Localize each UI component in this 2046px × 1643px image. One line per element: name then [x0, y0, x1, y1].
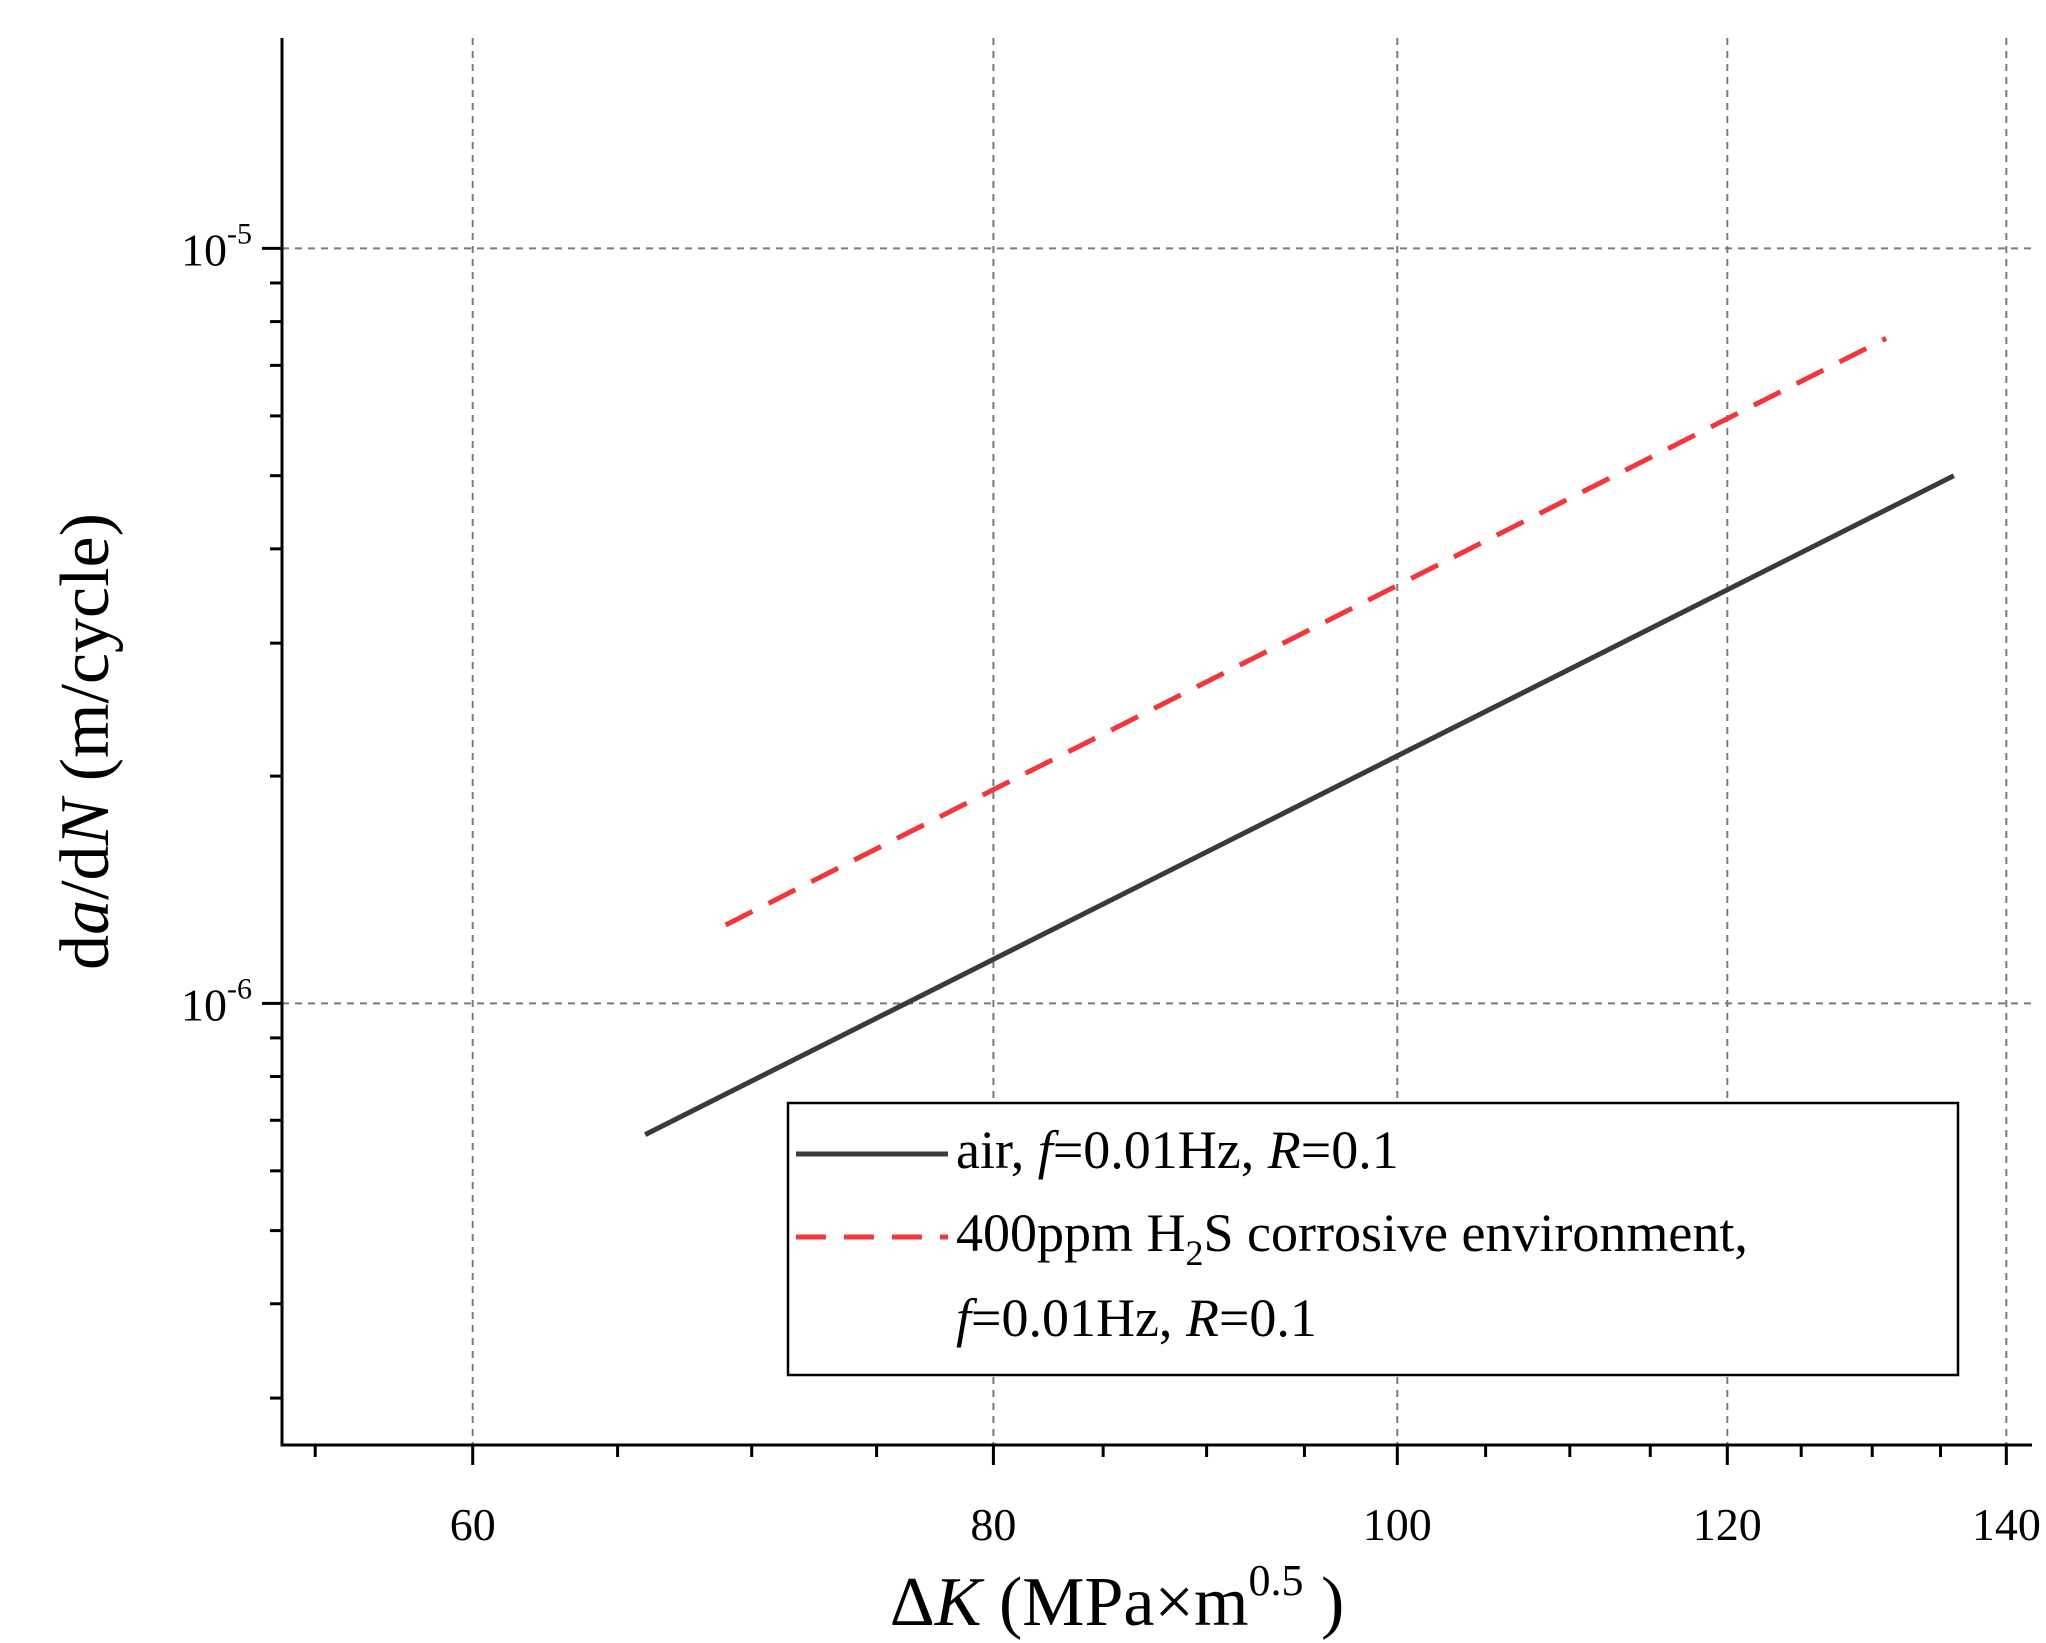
grid-lines [282, 38, 2032, 1445]
legend-label-1: air, f=0.01Hz, R=0.1 [956, 1120, 1399, 1180]
axes [280, 38, 2032, 1447]
legend-label-2: 400ppm H2S corrosive environment, [956, 1203, 1748, 1273]
axis-titles: ΔK (MPa×m0.5 ) da/dN (m/cycle) [47, 513, 1344, 1641]
legend-box [786, 1101, 1960, 1377]
series-line-2 [724, 336, 1888, 928]
x-tick-label: 80 [970, 1499, 1016, 1550]
y-axis-title: da/dN (m/cycle) [47, 513, 124, 970]
legend: air, f=0.01Hz, R=0.1 400ppm H2S corrosive… [786, 1101, 1960, 1377]
tick-labels: 60 80 100 120 140 10-6 10-5 [181, 217, 2041, 1550]
x-tick-label: 140 [1972, 1499, 2041, 1550]
x-tick-label: 120 [1693, 1499, 1762, 1550]
x-tick-label: 100 [1363, 1499, 1432, 1550]
x-axis-title: ΔK (MPa×m0.5 ) [890, 1556, 1345, 1641]
legend-label-2-line-2: f=0.01Hz, R=0.1 [956, 1288, 1317, 1348]
series-line-1 [644, 473, 1955, 1137]
series-lines [644, 336, 1955, 1137]
ticks [262, 246, 2008, 1465]
y-tick-label: 10-6 [181, 972, 252, 1030]
y-tick-label: 10-5 [181, 217, 252, 275]
x-tick-label: 60 [450, 1499, 496, 1550]
